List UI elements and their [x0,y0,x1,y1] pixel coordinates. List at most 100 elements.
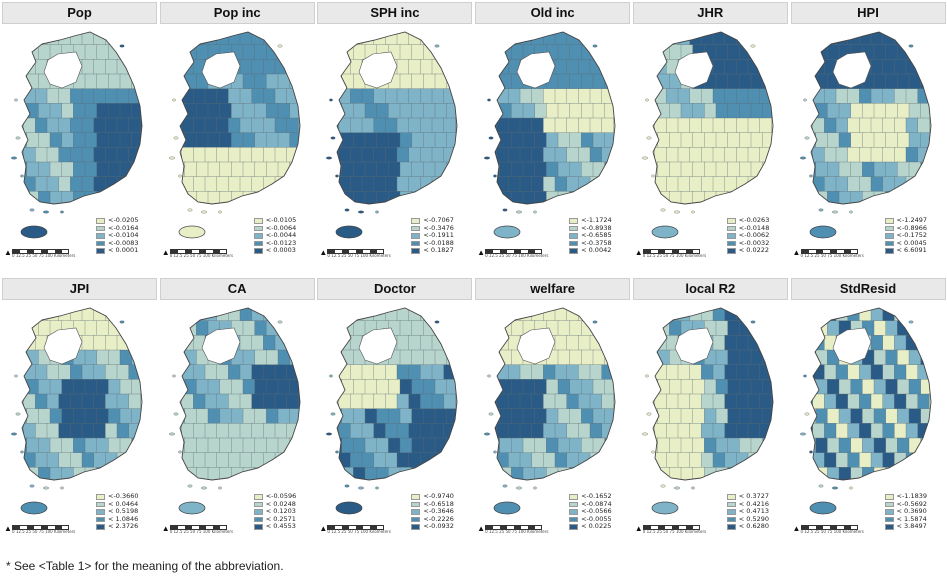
region-cell [179,32,183,46]
island [818,208,823,212]
island [29,484,35,488]
region-cell [216,147,230,164]
region-cell [569,161,583,178]
region-cell [557,349,571,366]
region-cell [131,379,142,396]
region-cell [770,308,773,322]
legend-label: <-0.6585 [581,231,612,240]
region-cell [181,308,195,322]
region-cell [738,379,752,396]
region-cell [566,364,580,381]
legend-label: <-0.0032 [738,238,770,247]
legend-swatch [96,494,105,500]
region-cell [692,132,706,149]
region-cell [116,393,130,410]
region-cell [932,409,945,425]
legend-label: <-0.0932 [423,522,454,531]
region-cell [140,335,142,352]
island [641,156,648,160]
region-cell [192,452,206,469]
region-cell [400,103,414,120]
korea-choropleth-map [641,31,774,239]
region-cell [759,393,773,410]
region-cell [759,335,773,352]
region-cell [362,176,376,193]
region-cell [455,32,458,46]
region-cell [896,408,910,425]
region-cell [905,176,919,193]
region-cell [919,437,931,454]
region-cell [499,467,513,480]
region-cell [373,117,387,134]
scale-bar-label: 0 12.5 25 50 75 100 Kilometers [327,529,391,534]
region-cell [835,147,849,164]
region-cell [373,308,387,322]
region-cell [337,364,341,381]
region-cell [810,308,814,322]
map-legend: <-0.1652 <-0.0874 <-0.0566 <-0.0055 < 0.0225 [569,492,612,531]
region-cell [495,364,498,381]
region-cell [274,117,288,134]
region-cell [22,117,25,134]
region-cell [289,161,300,178]
region-cell [408,88,422,105]
region-cell [26,44,40,61]
region-cell [105,88,119,105]
korea-choropleth-map [326,307,458,515]
region-cell [376,379,390,396]
region-cell [459,191,472,207]
region-cell [385,308,399,322]
map-legend: <-0.0205 <-0.0164 <-0.0104 <-0.0083 < 0.0001 [96,216,139,255]
region-cell [58,423,72,440]
region-cell [861,408,875,425]
panel-title: StdResid [790,278,946,300]
legend-label: <-0.0062 [738,231,770,240]
region-cell [519,176,533,193]
region-cell [108,408,122,425]
region-cell [893,393,907,410]
scale-bar-label: 0 12.5 25 50 75 100 Kilometers [12,529,76,534]
region-cell [823,452,837,469]
region-cell [511,103,525,120]
jeju-island [178,225,206,239]
region-cell [762,132,773,149]
region-cell [251,423,265,440]
region-cell [455,452,458,469]
region-cell [861,132,875,149]
region-cell [884,161,899,178]
region-cell [239,364,253,381]
region-cell [376,132,390,149]
legend-item: <-0.3758 [569,239,612,248]
region-cell [826,437,840,454]
region-cell [397,423,411,440]
region-cell [604,103,616,120]
region-cell [96,349,110,366]
island [217,210,222,214]
region-cell [105,117,119,134]
region-cell [543,32,557,46]
region-cell [811,423,826,440]
region-cell [242,44,256,61]
legend-swatch [569,218,579,224]
island [651,174,655,178]
island [651,450,655,454]
korea-choropleth-map [641,307,774,515]
region-cell [569,103,583,120]
region-cell [846,308,861,322]
region-cell [543,88,557,105]
jeju-island [651,225,679,239]
region-cell [179,467,186,480]
region-cell [184,191,198,204]
region-cell [216,364,230,381]
region-cell [432,393,446,410]
korea-choropleth-map [11,31,143,239]
region-cell [814,437,829,454]
region-cell [589,423,603,440]
region-cell [251,32,265,46]
region-cell [184,437,198,454]
region-cell [446,467,458,480]
region-cell [341,467,355,480]
region-cell [727,132,741,149]
legend-item: <-0.9740 [411,492,454,501]
region-cell [849,191,864,204]
